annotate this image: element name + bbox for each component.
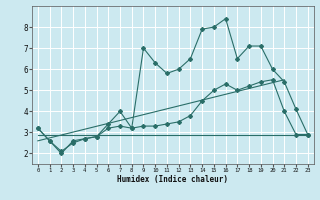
X-axis label: Humidex (Indice chaleur): Humidex (Indice chaleur) [117,175,228,184]
